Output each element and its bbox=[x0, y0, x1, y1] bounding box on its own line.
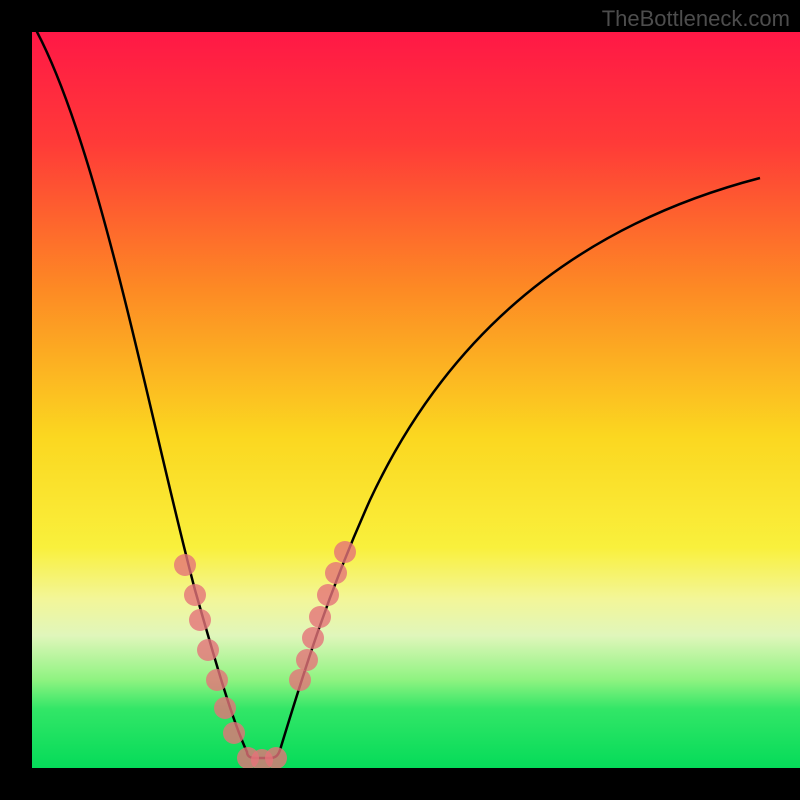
data-marker bbox=[189, 609, 211, 631]
gradient-background bbox=[32, 32, 800, 768]
data-marker bbox=[174, 554, 196, 576]
data-marker bbox=[214, 697, 236, 719]
data-marker bbox=[302, 627, 324, 649]
data-marker bbox=[309, 606, 331, 628]
data-marker bbox=[184, 584, 206, 606]
data-marker bbox=[197, 639, 219, 661]
data-marker bbox=[206, 669, 228, 691]
data-marker bbox=[296, 649, 318, 671]
data-marker bbox=[317, 584, 339, 606]
bottleneck-chart bbox=[0, 0, 800, 800]
data-marker bbox=[265, 747, 287, 769]
data-marker bbox=[289, 669, 311, 691]
data-marker bbox=[223, 722, 245, 744]
watermark-text: TheBottleneck.com bbox=[602, 6, 790, 32]
data-marker bbox=[325, 562, 347, 584]
data-marker bbox=[334, 541, 356, 563]
